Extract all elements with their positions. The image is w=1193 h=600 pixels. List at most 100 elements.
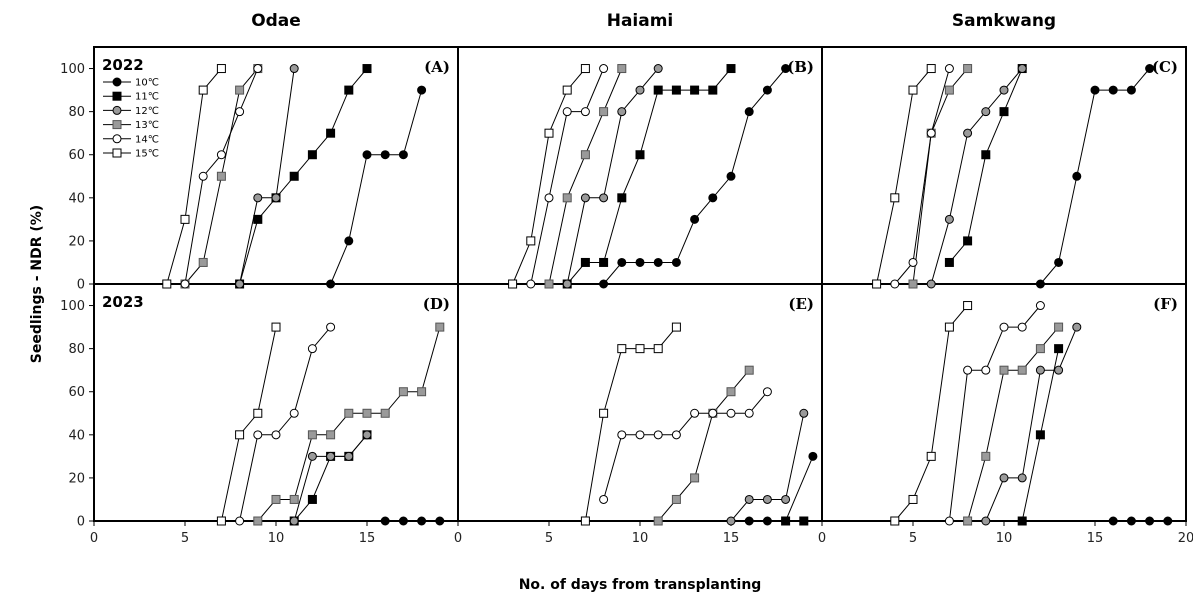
data-point [726, 64, 736, 74]
data-point [344, 408, 354, 418]
data-point [307, 430, 317, 440]
data-point [435, 322, 445, 332]
series-line [239, 68, 295, 285]
column-title-haiami: Haiami [607, 11, 674, 31]
x-tick-label: 5 [545, 531, 553, 546]
data-point [216, 64, 226, 74]
data-point [398, 516, 408, 526]
x-tick-label: 0 [90, 531, 98, 546]
data-point [398, 150, 408, 160]
data-point [235, 279, 245, 289]
data-point [653, 344, 663, 354]
data-point [326, 430, 336, 440]
data-point [198, 171, 208, 181]
x-tick-label: 20 [1178, 531, 1193, 546]
data-point [307, 344, 317, 354]
x-axis-title: No. of days from transplanting [519, 577, 762, 593]
data-point [253, 193, 263, 203]
series-line [749, 456, 814, 522]
data-point [617, 64, 627, 74]
data-point [235, 430, 245, 440]
series-line [894, 68, 950, 285]
data-point [708, 193, 718, 203]
series-line [330, 89, 423, 285]
data-point [1054, 257, 1064, 267]
data-point [799, 408, 809, 418]
data-point [635, 344, 645, 354]
legend-marker [112, 77, 122, 87]
data-point [435, 516, 445, 526]
data-point [799, 516, 809, 526]
data-point [944, 64, 954, 74]
data-point [981, 451, 991, 461]
data-point [599, 494, 609, 504]
data-point [326, 451, 336, 461]
data-point [198, 85, 208, 95]
data-point [253, 64, 263, 74]
data-point [781, 64, 791, 74]
data-point [1017, 365, 1027, 375]
data-point [726, 171, 736, 181]
panel-label: (F) [1153, 295, 1178, 313]
data-point [344, 451, 354, 461]
data-point [1145, 516, 1155, 526]
data-point [1072, 171, 1082, 181]
data-point [362, 408, 372, 418]
data-point [580, 193, 590, 203]
data-point [981, 107, 991, 117]
data-point [417, 85, 427, 95]
x-tick-label: 0 [454, 531, 462, 546]
data-point [599, 279, 609, 289]
data-point [599, 64, 609, 74]
data-point [872, 279, 882, 289]
column-title-samkwang: Samkwang [952, 11, 1056, 31]
data-point [762, 387, 772, 397]
panel-label: (A) [424, 58, 450, 76]
data-point [1017, 64, 1027, 74]
y-tick-label: 100 [60, 62, 85, 77]
data-point [1090, 85, 1100, 95]
data-point [198, 257, 208, 267]
series-line [239, 326, 331, 522]
data-point [599, 257, 609, 267]
data-point [671, 322, 681, 332]
panel-label: (E) [788, 295, 814, 313]
x-tick-label: 0 [818, 531, 826, 546]
y-tick-label: 20 [68, 234, 85, 249]
data-point [926, 279, 936, 289]
data-point [1054, 365, 1064, 375]
data-point [235, 516, 245, 526]
data-point [362, 150, 372, 160]
data-point [1145, 64, 1155, 74]
data-point [744, 494, 754, 504]
data-point [326, 128, 336, 138]
data-point [999, 473, 1009, 483]
y-tick-label: 0 [77, 278, 85, 293]
data-point [653, 516, 663, 526]
data-point [653, 430, 663, 440]
data-point [617, 257, 627, 267]
data-point [235, 85, 245, 95]
data-point [926, 64, 936, 74]
legend-marker [112, 134, 122, 144]
data-point [417, 516, 427, 526]
data-point [1017, 322, 1027, 332]
data-point [253, 408, 263, 418]
data-point [544, 279, 554, 289]
data-point [963, 365, 973, 375]
data-point [762, 494, 772, 504]
data-point [781, 516, 791, 526]
data-point [981, 365, 991, 375]
legend-marker [112, 91, 122, 101]
data-point [562, 85, 572, 95]
data-point [781, 494, 791, 504]
data-point [981, 150, 991, 160]
panel-a [162, 64, 427, 289]
data-point [289, 408, 299, 418]
panel-label: (C) [1152, 58, 1178, 76]
legend-label: 12℃ [135, 106, 159, 117]
data-point [417, 387, 427, 397]
series-line [603, 391, 768, 500]
data-point [926, 451, 936, 461]
series-line [1040, 68, 1150, 285]
